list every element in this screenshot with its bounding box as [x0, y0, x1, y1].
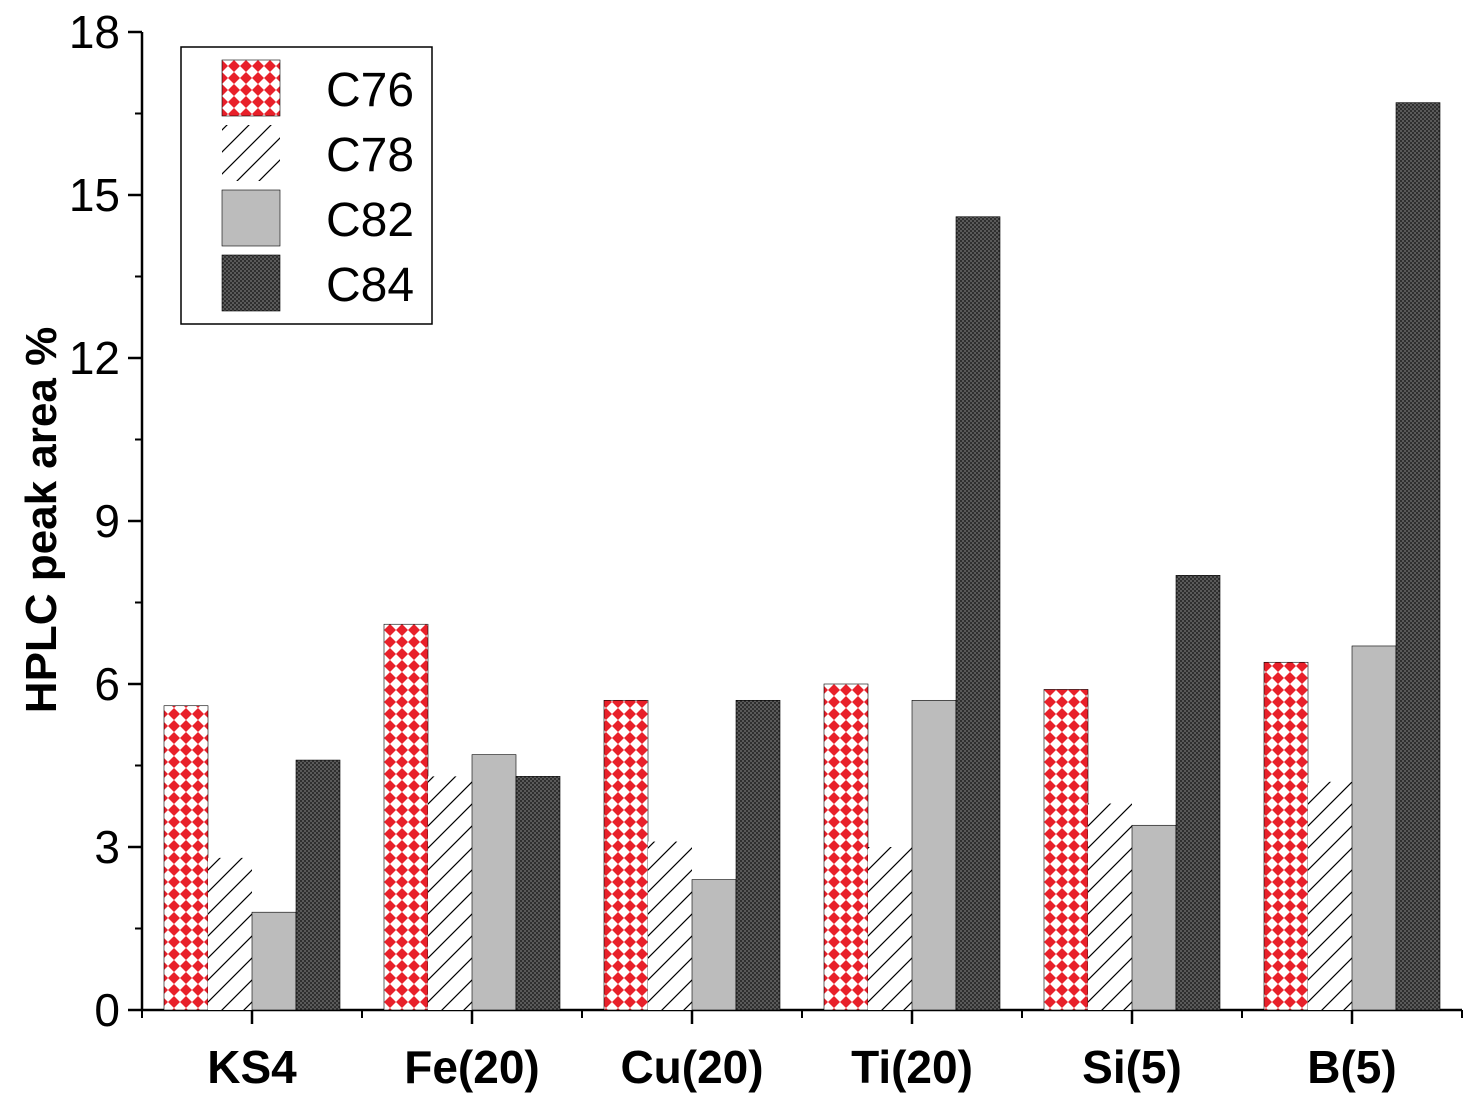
category-labels: KS4 Fe(20) Cu(20) Ti(20) Si(5) B(5) [207, 1041, 1396, 1093]
bar-c82-1 [471, 754, 517, 1011]
legend-swatch-c76 [221, 59, 281, 117]
legend-swatch-c84 [221, 254, 281, 312]
bar-c82-5 [1351, 645, 1397, 1011]
bar-c84-2 [735, 699, 781, 1011]
bar-c76-4 [1043, 689, 1089, 1011]
bar-c84-4 [1175, 575, 1221, 1011]
bar-c78-5 [1308, 781, 1352, 1010]
x-category-label: Ti(20) [851, 1041, 973, 1093]
bar-c84-3 [955, 216, 1001, 1011]
bar-c76-5 [1263, 661, 1309, 1011]
bar-c82-4 [1131, 824, 1177, 1011]
y-tick-label: 18 [69, 6, 120, 58]
legend-label-c76: C76 [326, 64, 414, 117]
legend-label-c78: C78 [326, 129, 414, 182]
bar-c78-3 [868, 847, 912, 1010]
bars-group [163, 102, 1441, 1011]
y-axis-ticks: 0 3 6 9 12 15 18 [69, 6, 142, 1036]
x-category-label: Si(5) [1082, 1041, 1182, 1093]
bar-c76-2 [603, 699, 649, 1011]
y-tick-label: 0 [94, 984, 120, 1036]
bar-c78-4 [1088, 803, 1132, 1010]
x-category-label: Fe(20) [404, 1041, 539, 1093]
x-category-label: KS4 [207, 1041, 297, 1093]
bar-c84-0 [295, 759, 341, 1011]
bar-c84-1 [515, 776, 561, 1011]
y-axis-title: HPLC peak area % [17, 327, 66, 713]
bar-c78-1 [428, 776, 472, 1010]
y-tick-label: 6 [94, 658, 120, 710]
legend-label-c82: C82 [326, 194, 414, 247]
bar-c82-0 [251, 911, 297, 1011]
bar-c78-0 [208, 857, 252, 1010]
x-category-label: B(5) [1307, 1041, 1396, 1093]
x-category-label: Cu(20) [620, 1041, 763, 1093]
bar-c76-3 [823, 683, 869, 1011]
y-tick-label: 3 [94, 821, 120, 873]
legend-label-c84: C84 [326, 259, 414, 312]
y-tick-label: 9 [94, 495, 120, 547]
bar-c84-5 [1395, 102, 1441, 1011]
bar-c76-0 [163, 705, 209, 1011]
legend-swatch-c78 [222, 125, 280, 181]
legend-swatch-c82 [221, 189, 281, 247]
legend: C76 C78 C82 C84 [180, 46, 433, 325]
bar-c76-1 [383, 623, 429, 1011]
y-tick-label: 12 [69, 332, 120, 384]
x-axis-ticks [141, 1010, 1463, 1024]
y-tick-label: 15 [69, 169, 120, 221]
bar-c82-2 [691, 879, 737, 1011]
bar-c78-2 [648, 841, 692, 1010]
bar-c82-3 [911, 699, 957, 1011]
